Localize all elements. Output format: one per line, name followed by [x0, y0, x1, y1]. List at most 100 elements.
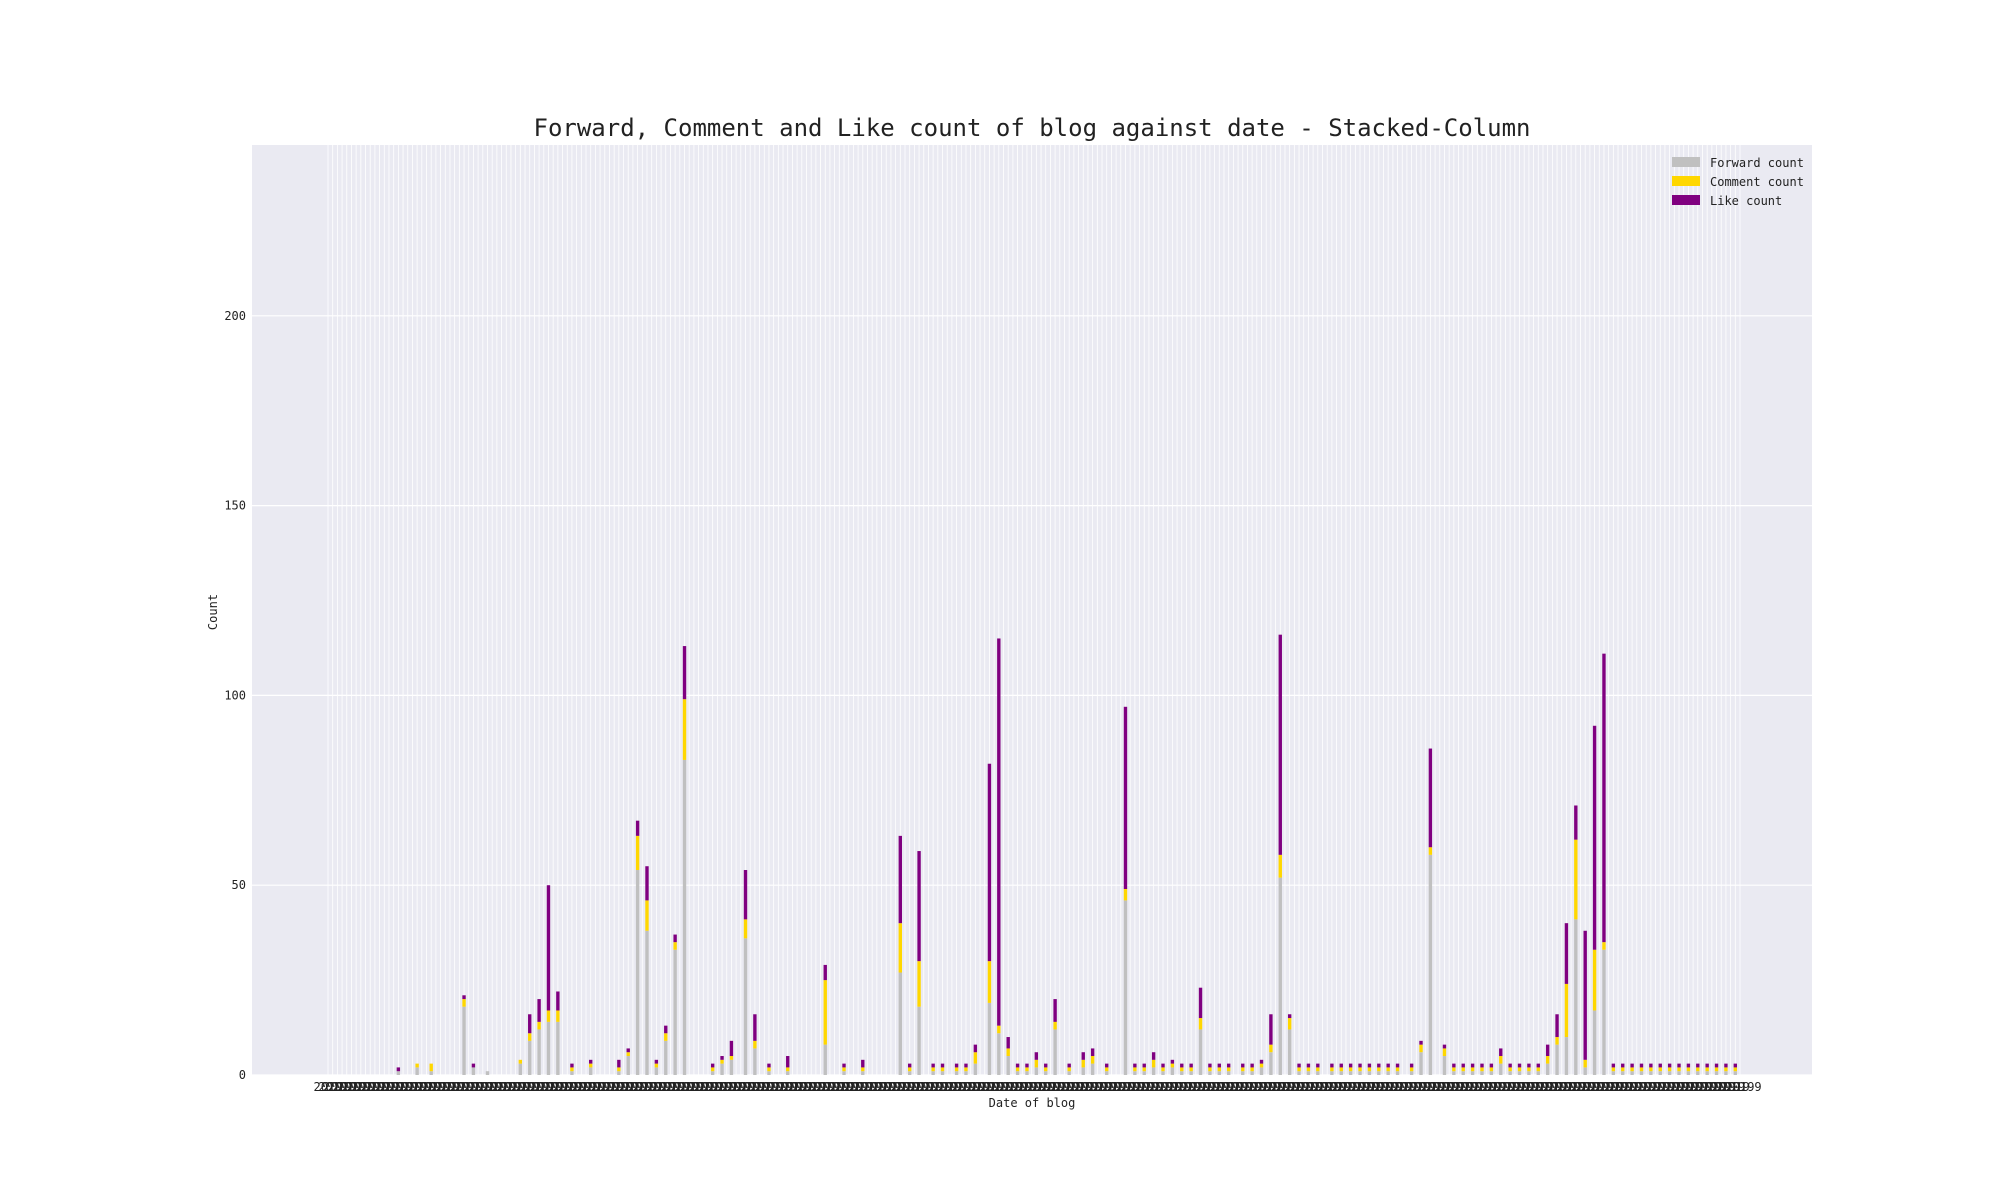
bar-segment-forward: [556, 1021, 560, 1075]
x-tick-label: 2019: [1191, 1080, 1220, 1094]
x-tick-label: 2019: [1153, 1080, 1182, 1094]
bar-segment-like: [1602, 653, 1606, 943]
x-tick-label: 2019: [1092, 1080, 1121, 1094]
bar-segment-forward: [1630, 1071, 1634, 1075]
bar-segment-like: [1574, 805, 1578, 840]
bar-segment-forward: [767, 1071, 771, 1075]
bar-segment-like: [1428, 748, 1433, 848]
x-tick-label: 2019: [590, 1080, 619, 1094]
bar-segment-forward: [1667, 1071, 1672, 1075]
x-tick-label: 2019: [375, 1080, 404, 1094]
x-tick-label: 2019: [1533, 1080, 1562, 1094]
bar-segment-comment: [1499, 1056, 1503, 1064]
bar-segment-comment: [1452, 1067, 1456, 1072]
x-tick-label: 2019: [586, 1080, 615, 1094]
bar-segment-like: [823, 964, 827, 981]
x-tick-label: 2019: [1453, 1080, 1482, 1094]
x-tick-label: 2019: [1027, 1080, 1056, 1094]
bar-segment-forward: [635, 870, 640, 1075]
x-tick-label: 2019: [543, 1080, 572, 1094]
x-tick-label: 2019: [1144, 1080, 1173, 1094]
bar-segment-like: [1306, 1063, 1311, 1068]
bar-segment-comment: [1480, 1067, 1484, 1072]
bar-segment-like: [1377, 1063, 1381, 1068]
bar-segment-like: [1044, 1063, 1048, 1068]
bar-segment-forward: [1705, 1071, 1709, 1075]
x-tick-label: 2019: [1618, 1080, 1647, 1094]
x-tick-label: 2019: [1552, 1080, 1581, 1094]
bar-segment-comment: [429, 1063, 433, 1072]
x-tick-label: 2019: [1378, 1080, 1407, 1094]
bar-segment-like: [546, 885, 551, 1011]
x-tick-label: 2019: [1402, 1080, 1431, 1094]
bar-segment-comment: [1555, 1037, 1559, 1045]
x-tick-label: 2019: [633, 1080, 662, 1094]
bar-segment-forward: [1527, 1071, 1531, 1075]
x-tick-label: 2019: [1444, 1080, 1473, 1094]
x-tick-label: 2019: [492, 1080, 521, 1094]
chart-title: Forward, Comment and Like count of blog …: [534, 114, 1531, 142]
bar-segment-like: [767, 1063, 771, 1068]
x-tick-label: 2019: [623, 1080, 652, 1094]
bar-segment-forward: [1316, 1071, 1320, 1075]
bar-segment-like: [1564, 923, 1569, 984]
bar-segment-like: [753, 1014, 757, 1041]
x-tick-label: 2019: [656, 1080, 685, 1094]
bar-segment-forward: [1442, 1056, 1447, 1075]
x-tick-label: 2019: [933, 1080, 962, 1094]
bar-segment-like: [1714, 1063, 1719, 1068]
x-tick-label: 2019: [454, 1080, 483, 1094]
x-tick-label: 2019: [1547, 1080, 1576, 1094]
x-tick-label: 2019: [628, 1080, 657, 1094]
bar-segment-comment: [1250, 1067, 1254, 1072]
bar-segment-forward: [1555, 1044, 1559, 1075]
bar-segment-like: [1639, 1063, 1644, 1068]
bar-segment-forward: [1067, 1071, 1071, 1075]
bar-segment-comment: [1287, 1018, 1292, 1030]
bar-segment-forward: [1142, 1071, 1146, 1075]
x-tick-label: 2019: [966, 1080, 995, 1094]
bar-segment-like: [1170, 1059, 1175, 1064]
bar-segment-comment: [1517, 1067, 1522, 1072]
bar-segment-like: [589, 1059, 593, 1064]
bar-segment-comment: [1592, 949, 1597, 1011]
x-tick-label: 2019: [1017, 1080, 1046, 1094]
bar-segment-forward: [1226, 1071, 1231, 1075]
bar-segment-comment: [1161, 1067, 1165, 1072]
bar-segment-forward: [528, 1040, 532, 1075]
x-tick-label: 2019: [937, 1080, 966, 1094]
bar-segment-comment: [1306, 1067, 1311, 1072]
bar-segment-like: [907, 1063, 912, 1068]
bar-segment-comment: [1602, 942, 1606, 950]
bar-segment-comment: [1006, 1048, 1010, 1057]
bar-segment-comment: [710, 1067, 715, 1072]
bar-segment-like: [786, 1056, 790, 1068]
x-tick-label: 2019: [1064, 1080, 1093, 1094]
bar-segment-like: [682, 646, 687, 700]
bar-segment-forward: [429, 1071, 433, 1075]
x-tick-label: 2019: [1388, 1080, 1417, 1094]
bar-segment-forward: [546, 1021, 551, 1075]
x-tick-label: 2019: [961, 1080, 990, 1094]
x-tick-label: 2019: [1336, 1080, 1365, 1094]
bar-segment-like: [1287, 1014, 1292, 1019]
bar-segment-like: [664, 1025, 668, 1034]
x-tick-label: 2019: [1045, 1080, 1074, 1094]
bar-segment-forward: [1639, 1071, 1644, 1075]
x-tick-label: 2019: [525, 1080, 554, 1094]
x-tick-label: 2019: [1158, 1080, 1187, 1094]
bar-segment-comment: [973, 1052, 978, 1064]
bar-segment-comment: [1667, 1067, 1672, 1072]
bar-segment-like: [1250, 1063, 1254, 1068]
x-tick-label: 2019: [1022, 1080, 1051, 1094]
x-tick-label: 2019: [1050, 1080, 1079, 1094]
bar-segment-like: [1461, 1063, 1465, 1068]
bar-segment-comment: [1241, 1067, 1245, 1072]
bar-segment-comment: [1269, 1044, 1273, 1053]
bar-segment-comment: [823, 980, 827, 1045]
bar-segment-like: [987, 763, 992, 962]
x-tick-label: 2019: [389, 1080, 418, 1094]
bar-segment-comment: [1297, 1067, 1301, 1072]
bar-segment-forward: [1696, 1071, 1700, 1075]
bar-segment-forward: [518, 1063, 523, 1075]
